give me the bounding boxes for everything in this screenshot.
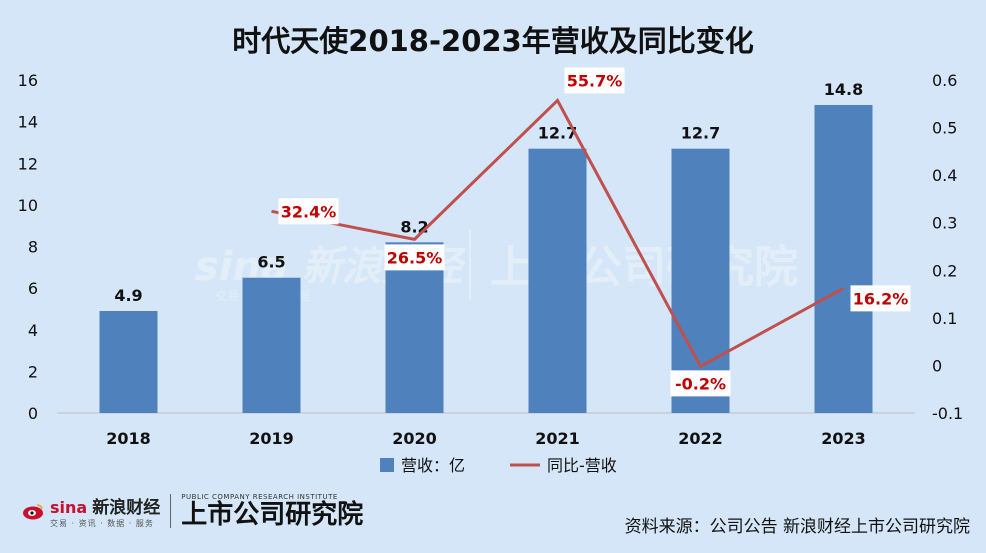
- bar-data-label: 12.7: [681, 124, 720, 143]
- x-tick-label: 2022: [678, 429, 723, 448]
- institute-en: PUBLIC COMPANY RESEARCH INSTITUTE: [181, 493, 338, 501]
- line-yoy: [271, 97, 845, 369]
- y-left-tick-label: 8: [28, 238, 38, 257]
- bar-2021: [528, 148, 587, 413]
- line-data-label: 26.5%: [387, 248, 443, 267]
- y-right-tick-label: -0.1: [932, 404, 963, 423]
- chart-title: 时代天使2018-2023年营收及同比变化: [232, 24, 753, 58]
- bar-data-label: 14.8: [824, 80, 863, 99]
- x-tick-label: 2020: [392, 429, 437, 448]
- bar-data-label: 6.5: [257, 253, 285, 272]
- bar-data-label: 12.7: [538, 124, 577, 143]
- x-tick-label: 2021: [535, 429, 580, 448]
- y-left-tick-label: 12: [18, 154, 38, 173]
- x-tick-label: 2018: [106, 429, 151, 448]
- y-left-tick-label: 6: [28, 279, 38, 298]
- sina-brand: sina: [50, 498, 88, 517]
- line-data-label: 16.2%: [853, 289, 909, 308]
- sina-sub: 交易 · 资讯 · 数据 · 服务: [50, 519, 154, 528]
- line-data-label: -0.2%: [675, 374, 726, 393]
- footer-divider: [170, 494, 172, 528]
- y-left-tick-label: 14: [18, 113, 38, 132]
- legend-line-label: 同比-营收: [547, 456, 617, 475]
- legend-bar-swatch: [380, 458, 394, 472]
- y-right-tick-label: 0.5: [932, 119, 957, 138]
- x-tick-label: 2023: [821, 429, 866, 448]
- bar-data-label: 4.9: [114, 286, 142, 305]
- bar-data-label: 8.2: [400, 217, 428, 236]
- line-label-box: [670, 370, 731, 397]
- y-right-tick-label: 0.6: [932, 71, 957, 90]
- line-label-box: [850, 285, 911, 312]
- line-label-box: [278, 198, 339, 225]
- line-series: 32.4% 26.5% 55.7% -0.2% 16.2%: [271, 67, 911, 397]
- y-left-tick-label: 2: [28, 362, 38, 381]
- sina-eye-icon: [23, 504, 43, 520]
- sina-logo: sina 新浪财经 交易 · 资讯 · 数据 · 服务: [22, 493, 160, 529]
- sina-name: 新浪财经: [92, 498, 161, 518]
- y-right-tick-label: 0.2: [932, 261, 957, 280]
- institute-logo: PUBLIC COMPANY RESEARCH INSTITUTE 上市公司研究…: [181, 493, 363, 529]
- institute-cn: 上市公司研究院: [181, 500, 364, 530]
- bar-2018: [99, 311, 158, 413]
- line-data-label: 55.7%: [567, 71, 623, 90]
- y-left-tick-label: 0: [28, 404, 38, 423]
- line-label-box: [564, 67, 625, 94]
- legend: 营收：亿 同比-营收: [380, 456, 617, 475]
- y-right-tick-label: 0.4: [932, 166, 957, 185]
- bar-series: 4.9 6.5 8.2 12.7 12.7 14.8: [99, 80, 873, 413]
- axes: 0 2 4 6 8 10 12 14 16 -0.1 0 0.1 0.2 0.3 0.4 0.5 0.6 2018…: [18, 71, 964, 448]
- y-left-tick-label: 10: [18, 196, 38, 215]
- bar-2020: [385, 242, 444, 413]
- bar-2023: [814, 104, 873, 413]
- legend-bar-label: 营收：亿: [401, 456, 465, 475]
- source-note: 资料来源：公司公告 新浪财经上市公司研究院: [624, 517, 970, 537]
- line-label-box: [384, 244, 445, 271]
- line-data-label: 32.4%: [281, 202, 337, 221]
- bar-2019: [242, 277, 301, 413]
- footer-logos: sina 新浪财经 交易 · 资讯 · 数据 · 服务 PUBLIC COMPA…: [22, 491, 363, 531]
- y-right-tick-label: 0: [932, 356, 942, 375]
- y-right-tick-label: 0.1: [932, 309, 957, 328]
- y-right-tick-label: 0.3: [932, 214, 957, 233]
- bar-2022: [671, 148, 730, 413]
- y-left-tick-label: 16: [18, 71, 38, 90]
- y-left-tick-label: 4: [28, 321, 38, 340]
- x-tick-label: 2019: [249, 429, 294, 448]
